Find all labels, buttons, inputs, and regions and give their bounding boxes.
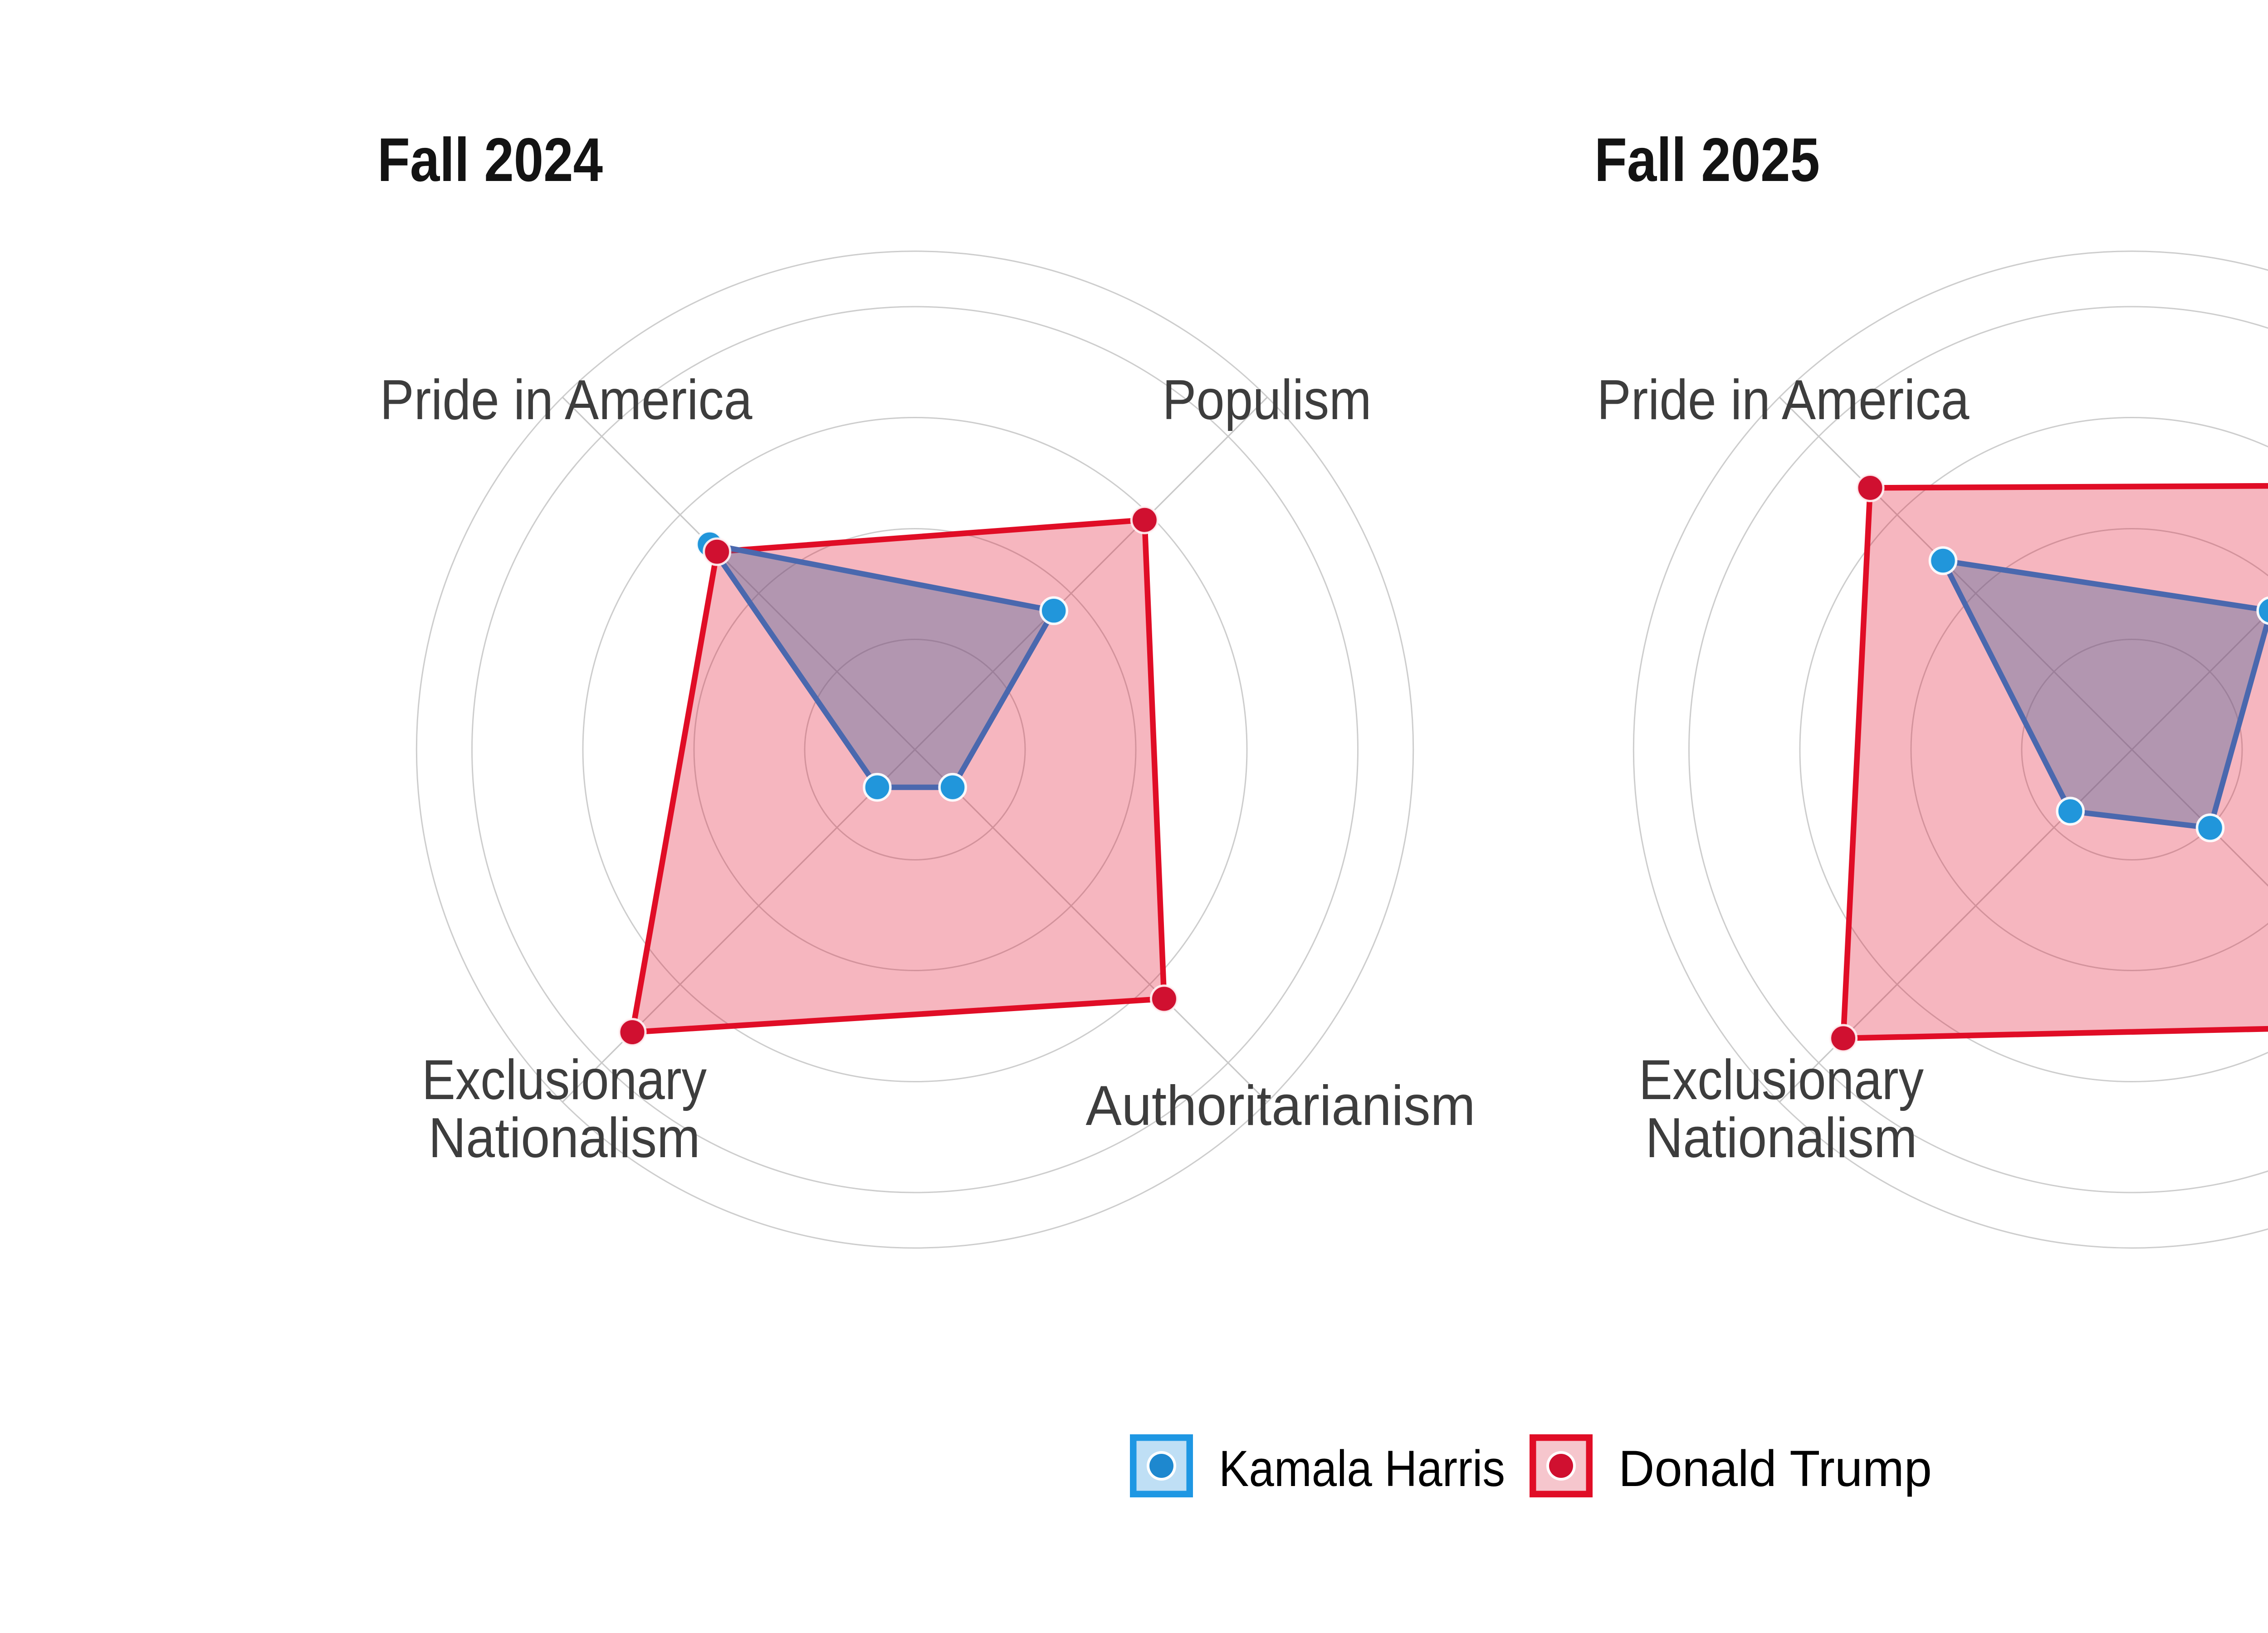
svg-text:Fall 2024: Fall 2024 <box>377 125 603 194</box>
svg-text:Fall 2025: Fall 2025 <box>1594 125 1820 194</box>
svg-text:Pride in America: Pride in America <box>380 369 753 431</box>
svg-text:Authoritarianism: Authoritarianism <box>1086 1075 1476 1137</box>
svg-text:Populism: Populism <box>1163 369 1372 431</box>
svg-text:Pride in America: Pride in America <box>1597 369 1970 431</box>
svg-text:Donald Trump: Donald Trump <box>1618 1440 1932 1497</box>
svg-text:Exclusionary: Exclusionary <box>1639 1049 1924 1111</box>
svg-text:Nationalism: Nationalism <box>1646 1107 1917 1169</box>
svg-text:Kamala Harris: Kamala Harris <box>1219 1440 1505 1497</box>
svg-text:Exclusionary: Exclusionary <box>422 1049 707 1111</box>
svg-text:Nationalism: Nationalism <box>429 1107 700 1169</box>
